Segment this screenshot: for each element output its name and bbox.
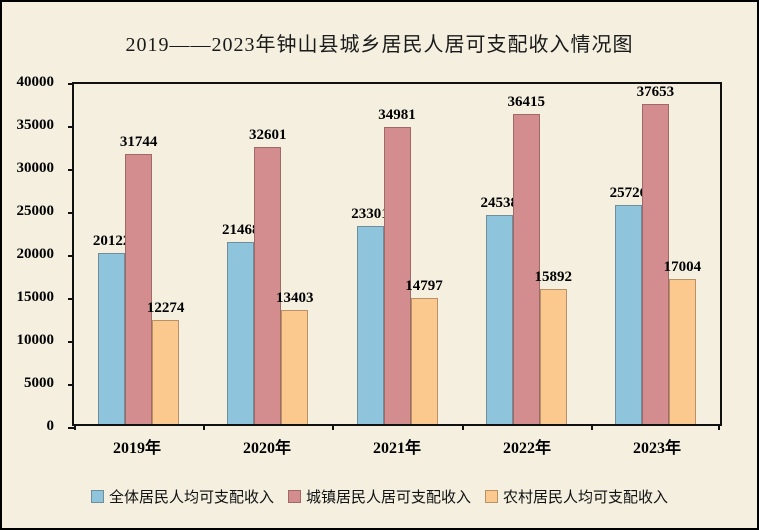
bar-value-label: 32601 [249,126,287,143]
y-tick-label: 35000 [16,117,55,133]
bar-group: 21468 32601 13403 [203,84,332,424]
y-tick-mark [68,83,74,85]
y-tick-label: 0 [46,418,55,434]
legend-swatch [90,490,104,503]
bar-value-label: 13403 [276,290,314,307]
y-tick-mark [68,126,74,128]
x-tick-mark [74,424,76,430]
x-axis-labels: 2019年 2020年 2021年 2022年 2023年 [72,434,722,458]
y-tick-mark [68,384,74,386]
legend-label: 农村居民人均可支配收入 [503,490,669,506]
bar-group: 20122 31744 12274 [74,84,203,424]
bar-group: 24538 36415 15892 [462,84,591,424]
bar-value-label: 23301 [351,205,389,222]
bar: 20122 [93,233,130,424]
bar: 14797 [405,278,443,424]
bar: 37653 [637,84,674,424]
legend: 全体居民人均可支配收入 城镇居民人居可支配收入 农村居民人均可支配收入 [2,486,757,507]
y-tick-mark [68,427,74,429]
bar-value-label: 24538 [480,195,518,212]
legend-item: 城镇居民人居可支配收入 [287,486,471,507]
bar-value-label: 25726 [609,185,648,202]
y-tick-mark [68,341,74,343]
bar: 15892 [534,269,572,424]
bar: 13403 [276,290,314,424]
bar-value-label: 14797 [405,278,443,295]
x-tick-mark [332,424,335,430]
y-tick-label: 15000 [16,289,55,305]
legend-swatch [287,490,301,503]
bar-value-label: 20122 [92,232,131,249]
legend-label: 城镇居民人居可支配收入 [305,490,471,506]
y-axis-labels: 0 5000 10000 15000 20000 25000 30000 35000 40000 [2,74,64,434]
bar-value-label: 36415 [507,94,545,111]
x-tick-mark [590,424,593,430]
legend-item: 农村居民人均可支配收入 [485,486,668,507]
y-tick-mark [68,255,74,257]
plot-area: 20122 31744 12274 21468 32601 13403 23301 34981… [68,82,722,430]
x-tick-label: 2023年 [632,440,681,457]
bar-value-label: 17004 [663,259,702,276]
bar: 25726 [610,185,647,424]
bar: 32601 [249,127,287,424]
bar-value-label: 21468 [222,221,260,238]
bar-value-label: 31744 [119,134,158,151]
x-tick-label: 2021年 [372,440,421,457]
x-tick-label: 2022年 [502,440,551,457]
y-tick-mark [68,169,74,171]
chart-title: 2019——2023年钟山县城乡居民人居可支配收入情况图 [125,34,634,56]
bar: 31744 [120,134,157,424]
y-tick-label: 5000 [24,375,54,391]
bar: 24538 [480,195,518,424]
bar: 36415 [507,94,545,424]
bar-group: 23301 34981 14797 [332,84,461,424]
legend-label: 全体居民人均可支配收入 [108,490,274,506]
x-tick-mark [203,424,206,430]
bar: 17004 [664,259,701,424]
bar: 12274 [147,300,184,424]
y-tick-mark [68,298,74,300]
bar-groups: 20122 31744 12274 21468 32601 13403 23301 34981… [74,84,720,424]
y-tick-label: 25000 [16,203,55,219]
x-tick-mark [461,424,464,430]
y-tick-mark [68,212,74,214]
y-tick-label: 40000 [16,74,55,90]
chart-body: 20122 31744 12274 21468 32601 13403 23301 34981… [68,82,722,430]
x-tick-label: 2019年 [112,440,161,457]
legend-item: 全体居民人均可支配收入 [90,486,274,507]
y-tick-label: 30000 [16,160,55,176]
bar: 23301 [351,206,389,424]
bar-value-label: 37653 [636,83,675,100]
legend-swatch [485,490,498,503]
bar-group: 25726 37653 17004 [591,84,720,424]
bar-value-label: 15892 [534,268,572,285]
y-tick-label: 10000 [16,332,55,348]
x-tick-mark [718,424,720,430]
bar-value-label: 34981 [378,106,416,123]
bar-value-label: 12274 [146,299,185,316]
bar: 21468 [222,222,260,424]
y-tick-label: 20000 [16,246,55,262]
x-tick-label: 2020年 [242,440,291,457]
bar: 34981 [378,107,416,424]
